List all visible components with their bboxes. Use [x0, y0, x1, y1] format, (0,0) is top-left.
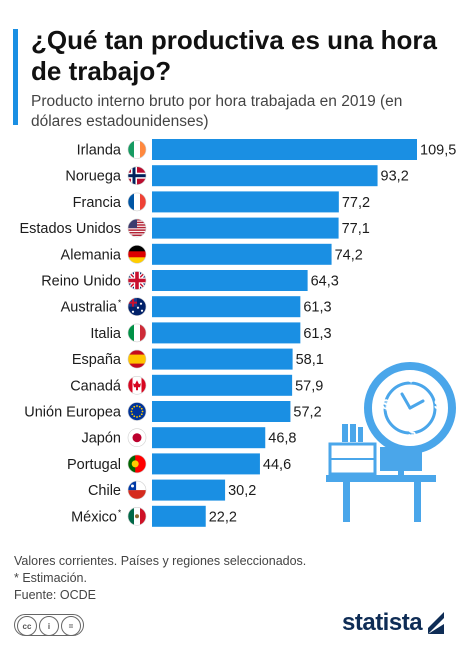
uk-flag-icon: [127, 271, 147, 290]
japan-flag-icon: [127, 428, 147, 448]
value-label-6: 61,3: [303, 300, 331, 316]
footer-note-values: Valores corrientes. Países y regiones se…: [14, 554, 307, 568]
category-label-14: México: [71, 509, 117, 525]
bar-2: [152, 191, 339, 213]
value-label-4: 74,2: [335, 247, 363, 263]
category-label-7: Italia: [90, 326, 122, 342]
statista-logo[interactable]: statista: [342, 609, 445, 637]
license-badges[interactable]: cc i =: [14, 614, 84, 636]
value-label-13: 30,2: [228, 483, 256, 499]
value-label-2: 77,2: [342, 195, 370, 211]
canada-flag-icon: [127, 375, 147, 395]
footer-notes: Valores corrientes. Países y regiones se…: [14, 553, 306, 604]
footer-source: Fuente: OCDE: [14, 588, 96, 602]
bar-9: [152, 374, 293, 396]
spain-flag-icon: [127, 349, 147, 369]
category-label-2: Francia: [73, 195, 122, 211]
category-label-9: Canadá: [70, 378, 122, 394]
bar-3: [152, 217, 339, 239]
bar-5: [152, 270, 308, 291]
no-derivatives-icon: =: [61, 616, 81, 636]
germany-flag-icon: [127, 245, 147, 264]
value-label-3: 77,1: [342, 221, 370, 237]
bar-4: [152, 243, 332, 265]
bar-12: [152, 453, 260, 475]
bar-10: [152, 401, 291, 422]
bar-6: [152, 296, 301, 318]
bar-13: [152, 479, 226, 501]
title-accent-bar: [13, 29, 18, 125]
dollar-sign-icon: $: [382, 396, 390, 412]
category-label-3: Estados Unidos: [19, 221, 121, 237]
ireland-flag-icon: [127, 140, 147, 159]
clock-desk-illustration: $ $ $ $: [326, 362, 456, 522]
chart-subtitle: Producto interno bruto por hora trabajad…: [31, 93, 403, 130]
norway-flag-icon: [127, 166, 147, 185]
attribution-icon: i: [39, 616, 59, 636]
value-label-14: 22,2: [209, 509, 237, 525]
value-label-8: 58,1: [296, 352, 324, 368]
value-label-0: 109,5: [420, 143, 456, 159]
value-label-7: 61,3: [303, 326, 331, 342]
bar-0: [152, 139, 417, 160]
dollar-sign-icon: $: [408, 424, 416, 440]
chile-flag-icon: [127, 480, 147, 500]
value-label-11: 46,8: [268, 431, 296, 447]
category-label-12: Portugal: [67, 457, 121, 473]
dollar-sign-icon: $: [407, 369, 415, 385]
category-label-10: Unión Europea: [24, 405, 122, 421]
value-label-5: 64,3: [311, 274, 339, 290]
bar-7: [152, 322, 301, 344]
estimate-marker-6: *: [118, 299, 121, 308]
statista-logo-text: statista: [342, 609, 423, 636]
chart-title: ¿Qué tan productiva es una hora de traba…: [31, 25, 437, 86]
bar-14: [152, 505, 206, 527]
category-label-0: Irlanda: [77, 143, 122, 159]
bar-11: [152, 427, 266, 449]
eu-flag-icon: [127, 402, 147, 421]
category-label-13: Chile: [88, 483, 121, 499]
bar-1: [152, 165, 378, 187]
category-label-4: Alemania: [61, 247, 122, 263]
value-label-10: 57,2: [293, 405, 321, 421]
value-label-1: 93,2: [381, 169, 409, 185]
france-flag-icon: [127, 192, 147, 212]
australia-flag-icon: [127, 297, 147, 317]
estimate-marker-14: *: [118, 508, 121, 517]
value-label-12: 44,6: [263, 457, 291, 473]
cc-license-icon: cc: [17, 616, 37, 636]
mexico-flag-icon: [127, 506, 147, 526]
footer-note-estimate: * Estimación.: [14, 571, 87, 585]
category-label-1: Noruega: [65, 169, 122, 185]
category-label-6: Australia: [61, 300, 118, 316]
category-label-11: Japón: [81, 431, 121, 447]
dollar-sign-icon: $: [434, 396, 442, 412]
category-label-5: Reino Unido: [41, 274, 121, 290]
bar-8: [152, 348, 293, 370]
statista-logo-mark-icon: [428, 612, 445, 634]
portugal-flag-icon: [127, 454, 147, 474]
value-label-9: 57,9: [295, 378, 323, 394]
italy-flag-icon: [127, 323, 147, 343]
category-label-8: España: [72, 352, 122, 368]
usa-flag-icon: [127, 218, 147, 238]
